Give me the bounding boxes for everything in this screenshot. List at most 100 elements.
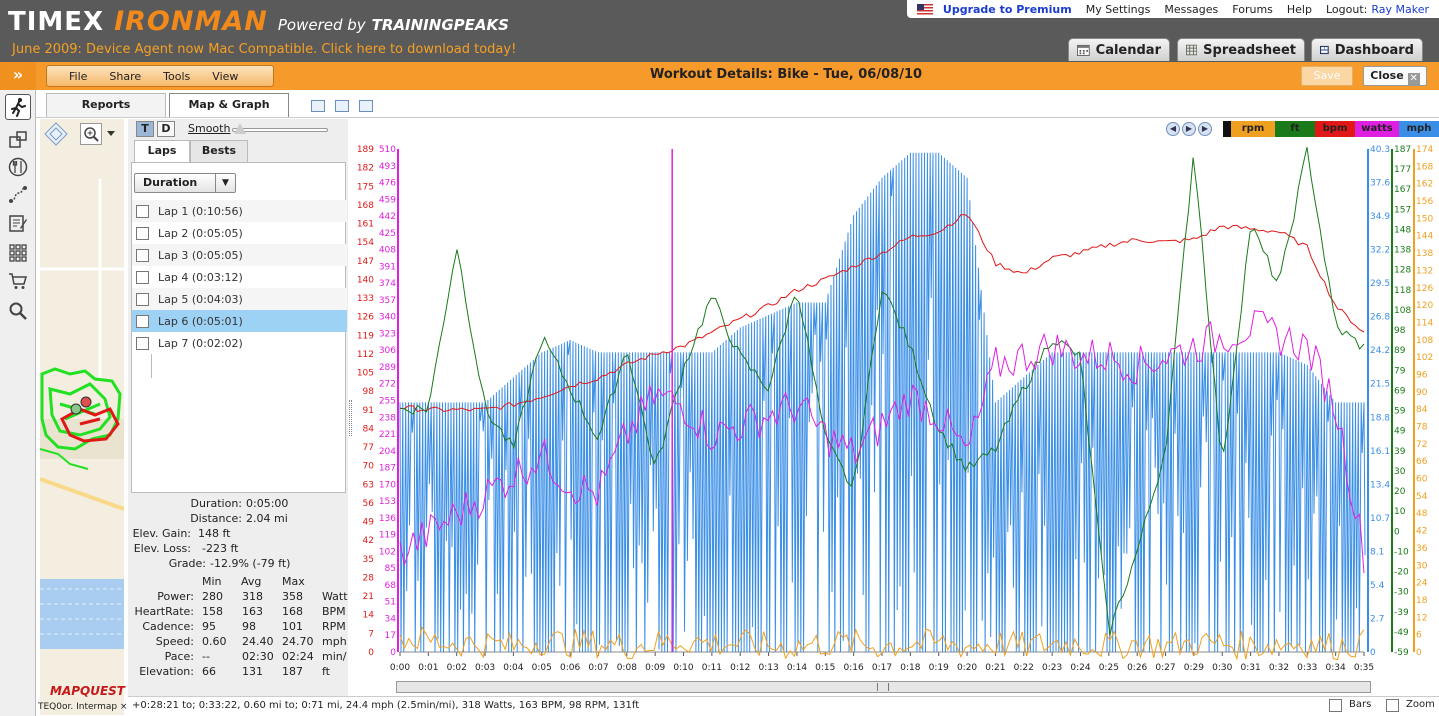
smooth-slider-handle[interactable]: [234, 123, 246, 134]
legend-watts[interactable]: watts: [1355, 121, 1399, 137]
tab-laps[interactable]: Laps: [134, 140, 190, 162]
watts-tick-label: 493: [379, 162, 396, 172]
menu-file[interactable]: File: [69, 69, 88, 83]
lap-row-selected[interactable]: Lap 6 (0:05:01): [132, 310, 347, 332]
legend-rpm[interactable]: rpm: [1231, 121, 1275, 137]
stat-col-max: Max: [282, 575, 305, 588]
series-watts: [399, 310, 1365, 574]
nav-first-icon[interactable]: ◀: [1166, 122, 1180, 136]
stat-avg: 24.40: [242, 635, 274, 648]
tab-calendar[interactable]: Calendar: [1068, 38, 1170, 61]
layout-stacked-icon[interactable]: [311, 100, 325, 112]
route-map[interactable]: [40, 119, 124, 715]
bpm-tick-label: 189: [357, 145, 374, 155]
mph-tick-label: 5.4: [1370, 581, 1385, 591]
zoom-checkbox[interactable]: [1386, 699, 1399, 712]
x-tick-label: 0:10: [673, 663, 693, 673]
nutrition-icon[interactable]: [5, 154, 31, 180]
announcement-link[interactable]: June 2009: Device Agent now Mac Compatib…: [12, 42, 517, 57]
panel-splitter[interactable]: [349, 400, 352, 436]
rpm-tick-label: 0: [1416, 648, 1422, 658]
forums-link[interactable]: Forums: [1232, 2, 1273, 16]
legend-ft[interactable]: ft: [1275, 121, 1315, 137]
workout-runner-icon[interactable]: [5, 94, 31, 120]
shopping-cart-icon[interactable]: [5, 268, 31, 294]
lap-checkbox[interactable]: [136, 204, 149, 218]
smooth-slider[interactable]: [232, 128, 328, 132]
lap-row[interactable]: Lap 1 (0:10:56): [132, 200, 347, 222]
time-scrollbar[interactable]: [396, 681, 1371, 693]
expand-sidebar-button[interactable]: »: [0, 62, 36, 90]
watts-tick-label: 357: [379, 296, 396, 306]
lap-checkbox[interactable]: [136, 226, 149, 240]
save-button[interactable]: Save: [1301, 66, 1353, 86]
x-tick-label: 0:09: [645, 663, 665, 673]
distance-toggle-button[interactable]: D: [157, 121, 175, 137]
menu-view[interactable]: View: [212, 69, 239, 83]
stat-label: Elev. Gain:: [132, 527, 191, 540]
laps-list: Duration ▼ Lap 1 (0:10:56) Lap 2 (0:05:0…: [131, 162, 347, 493]
lap-row[interactable]: Lap 3 (0:05:05): [132, 244, 347, 266]
bpm-tick-label: 84: [363, 424, 375, 434]
rpm-tick-label: 96: [1416, 370, 1428, 380]
map-pan-icon[interactable]: [44, 122, 68, 146]
search-icon[interactable]: [5, 298, 31, 324]
stat-label: Duration:: [190, 497, 242, 510]
tab-map-graph[interactable]: Map & Graph: [169, 93, 289, 117]
time-toggle-button[interactable]: T: [136, 121, 154, 137]
mph-tick-label: 0: [1370, 648, 1376, 658]
map-zoom-icon[interactable]: [80, 123, 102, 145]
help-link[interactable]: Help: [1286, 2, 1312, 16]
lap-row[interactable]: Lap 7 (0:02:02): [132, 332, 347, 354]
tab-dashboard[interactable]: Dashboard: [1311, 38, 1423, 61]
metrics-icon[interactable]: [5, 126, 31, 152]
my-settings-link[interactable]: My Settings: [1085, 2, 1151, 16]
nav-last-icon[interactable]: ▶: [1198, 122, 1212, 136]
lap-checkbox[interactable]: [136, 248, 149, 262]
tab-dashboard-label: Dashboard: [1334, 42, 1414, 58]
tab-spreadsheet[interactable]: Spreadsheet: [1177, 38, 1305, 61]
brand-logo[interactable]: TIMEX IRONMAN Powered by TRAININGPEAKS: [8, 6, 509, 40]
smooth-label[interactable]: Smooth: [188, 122, 231, 135]
lap-row[interactable]: Lap 2 (0:05:05): [132, 222, 347, 244]
layout-single-icon[interactable]: [359, 100, 373, 112]
apps-grid-icon[interactable]: [5, 240, 31, 266]
stat-unit: BPM: [322, 605, 346, 618]
logout-user-link[interactable]: Ray Maker: [1371, 2, 1429, 16]
workout-chart[interactable]: 1891821751681611541471401331261191121059…: [352, 119, 1439, 679]
watts-tick-label: 153: [379, 497, 396, 507]
watts-tick-label: 34: [385, 614, 397, 624]
messages-link[interactable]: Messages: [1164, 2, 1219, 16]
rpm-tick-label: 30: [1416, 561, 1428, 571]
stat-min: 0.60: [202, 635, 227, 648]
tab-bests[interactable]: Bests: [190, 140, 248, 162]
lap-row[interactable]: Lap 4 (0:03:12): [132, 266, 347, 288]
upgrade-premium-link[interactable]: Upgrade to Premium: [942, 2, 1072, 16]
chart-navigation: ◀ ▶ ▶: [1166, 122, 1214, 136]
rpm-tick-label: 168: [1416, 162, 1433, 172]
scrollbar-grip[interactable]: [877, 683, 889, 691]
layout-split-icon[interactable]: [335, 100, 349, 112]
bars-checkbox[interactable]: [1329, 699, 1342, 712]
lap-checkbox[interactable]: [136, 292, 149, 306]
menu-share[interactable]: Share: [109, 69, 142, 83]
us-flag-icon: [916, 3, 933, 15]
lap-checkbox[interactable]: [136, 336, 149, 350]
menu-tools[interactable]: Tools: [163, 69, 191, 83]
legend-bpm[interactable]: bpm: [1315, 121, 1355, 137]
lap-checkbox[interactable]: [136, 270, 149, 284]
lap-row[interactable]: Lap 5 (0:04:03): [132, 288, 347, 310]
notes-edit-icon[interactable]: [5, 210, 31, 236]
close-button[interactable]: Close ✕: [1363, 66, 1427, 86]
nav-next-icon[interactable]: ▶: [1182, 122, 1196, 136]
ft-tick-label: 138: [1394, 246, 1411, 256]
x-tick-label: 0:22: [1014, 663, 1034, 673]
stat-value: 148 ft: [198, 527, 231, 540]
map-zoom-dropdown-icon[interactable]: [106, 130, 116, 138]
legend-mph[interactable]: mph: [1399, 121, 1439, 137]
tab-reports[interactable]: Reports: [46, 93, 166, 117]
routes-icon[interactable]: [5, 182, 31, 208]
lap-checkbox[interactable]: [136, 314, 149, 328]
duration-dropdown[interactable]: Duration ▼: [134, 173, 236, 193]
x-tick-label: 0:16: [844, 663, 864, 673]
